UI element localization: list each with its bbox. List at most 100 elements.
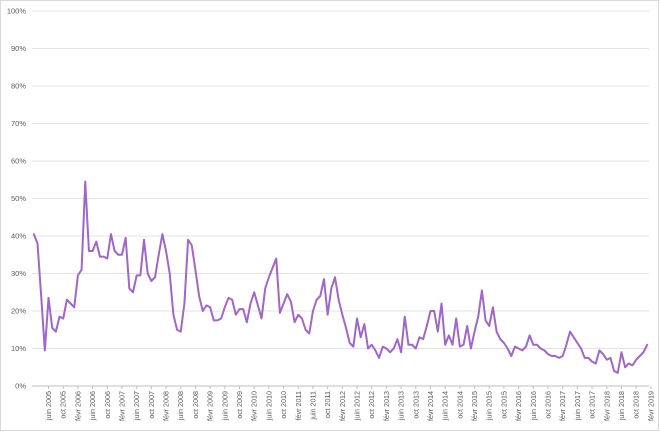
data-point bbox=[544, 350, 546, 352]
data-point bbox=[415, 348, 417, 350]
data-point bbox=[228, 297, 230, 299]
data-point bbox=[206, 305, 208, 307]
y-tick-label: 30% bbox=[11, 269, 26, 278]
data-point bbox=[66, 299, 68, 301]
data-point bbox=[110, 233, 112, 235]
data-point bbox=[81, 269, 83, 271]
data-point bbox=[33, 233, 35, 235]
data-point bbox=[301, 318, 303, 320]
data-point bbox=[393, 348, 395, 350]
data-point bbox=[118, 254, 120, 256]
x-tick-label: juin 2012 bbox=[353, 391, 362, 421]
x-tick-label: févr 2017 bbox=[558, 391, 567, 421]
x-tick-label: oct 2016 bbox=[544, 391, 553, 419]
x-tick-label: févr 2015 bbox=[470, 391, 479, 421]
data-point bbox=[40, 295, 42, 297]
x-tick-label: févr 2019 bbox=[646, 391, 655, 421]
data-point bbox=[378, 357, 380, 359]
x-tick-label: oct 2013 bbox=[411, 391, 420, 419]
data-point bbox=[555, 355, 557, 357]
data-point bbox=[162, 233, 164, 235]
data-point bbox=[437, 331, 439, 333]
data-point bbox=[198, 295, 200, 297]
data-point bbox=[48, 297, 50, 299]
data-point bbox=[114, 250, 116, 252]
x-tick-label: févr 2013 bbox=[382, 391, 391, 421]
data-point bbox=[187, 239, 189, 241]
y-tick-label: 60% bbox=[11, 157, 26, 166]
data-point bbox=[165, 250, 167, 252]
data-point bbox=[518, 348, 520, 350]
data-point bbox=[257, 305, 259, 307]
data-point bbox=[536, 344, 538, 346]
x-tick-label: oct 2010 bbox=[279, 391, 288, 419]
series-line bbox=[32, 180, 649, 374]
data-point bbox=[173, 314, 175, 316]
data-point bbox=[529, 335, 531, 337]
data-point bbox=[84, 181, 86, 183]
y-tick-label: 40% bbox=[11, 232, 26, 241]
x-axis-tick-labels: juin 2005 oct 2005 févr 2006 juin 2006 oct 2… bbox=[44, 386, 655, 421]
data-point bbox=[499, 338, 501, 340]
data-point bbox=[408, 344, 410, 346]
data-point bbox=[488, 325, 490, 327]
data-point bbox=[441, 303, 443, 305]
data-point bbox=[312, 310, 314, 312]
data-point bbox=[452, 344, 454, 346]
x-tick-label: juin 2010 bbox=[264, 391, 273, 421]
y-tick-label: 20% bbox=[11, 307, 26, 316]
x-tick-label: févr 2008 bbox=[162, 391, 171, 421]
data-point bbox=[154, 276, 156, 278]
data-point bbox=[606, 359, 608, 361]
x-tick-label: juin 2005 bbox=[44, 391, 53, 421]
data-point bbox=[558, 357, 560, 359]
data-point bbox=[422, 338, 424, 340]
data-point bbox=[95, 241, 97, 243]
data-point bbox=[290, 301, 292, 303]
data-point bbox=[246, 321, 248, 323]
data-point bbox=[103, 256, 105, 258]
data-point bbox=[92, 250, 94, 252]
data-point bbox=[455, 318, 457, 320]
data-point bbox=[364, 323, 366, 325]
data-point bbox=[448, 335, 450, 337]
data-point bbox=[308, 333, 310, 335]
data-point bbox=[525, 346, 527, 348]
data-point bbox=[588, 357, 590, 359]
data-point bbox=[305, 329, 307, 331]
x-tick-label: oct 2015 bbox=[499, 391, 508, 419]
data-point bbox=[400, 351, 402, 353]
x-tick-label: févr 2012 bbox=[338, 391, 347, 421]
data-point bbox=[323, 278, 325, 280]
data-point bbox=[202, 310, 204, 312]
x-tick-label: févr 2016 bbox=[514, 391, 523, 421]
data-point bbox=[191, 245, 193, 247]
data-point bbox=[510, 355, 512, 357]
x-tick-label: juin 2011 bbox=[308, 391, 317, 421]
data-point bbox=[591, 361, 593, 363]
data-point bbox=[231, 299, 233, 301]
x-tick-label: oct 2009 bbox=[235, 391, 244, 419]
data-point bbox=[514, 346, 516, 348]
data-point bbox=[573, 336, 575, 338]
data-point bbox=[147, 273, 149, 275]
x-tick-label: juin 2014 bbox=[441, 391, 450, 421]
data-point bbox=[158, 254, 160, 256]
gridlines bbox=[32, 10, 649, 387]
data-point bbox=[474, 331, 476, 333]
data-point bbox=[577, 342, 579, 344]
data-point bbox=[419, 336, 421, 338]
data-point bbox=[334, 276, 336, 278]
data-point bbox=[37, 243, 39, 245]
data-point bbox=[503, 342, 505, 344]
data-point bbox=[551, 355, 553, 357]
data-point bbox=[235, 314, 237, 316]
data-point bbox=[286, 293, 288, 295]
data-point bbox=[433, 310, 435, 312]
data-point bbox=[331, 288, 333, 290]
data-point bbox=[566, 344, 568, 346]
data-point bbox=[279, 312, 281, 314]
data-point bbox=[176, 329, 178, 331]
